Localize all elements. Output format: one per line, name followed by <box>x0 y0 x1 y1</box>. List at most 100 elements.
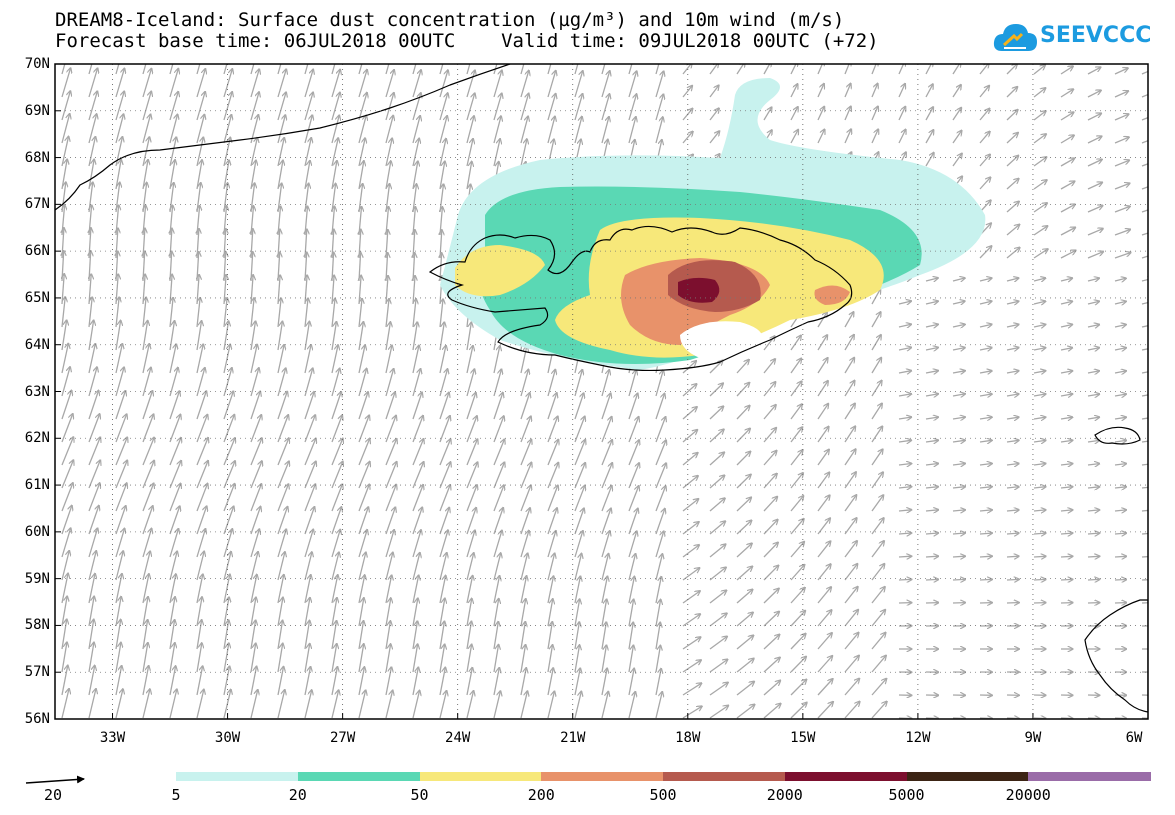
wind-vector <box>142 666 149 696</box>
wind-vector <box>196 484 208 512</box>
wind-vector <box>466 416 477 443</box>
wind-vector <box>88 297 92 328</box>
wind-vector <box>169 484 181 512</box>
wind-vector <box>61 642 67 673</box>
wind-vector <box>1060 440 1072 442</box>
wind-vector <box>898 579 911 580</box>
wind-vector <box>601 692 608 719</box>
wind-vector <box>412 508 422 535</box>
wind-vector <box>358 621 364 650</box>
lat-label: 63N <box>24 383 50 400</box>
wind-vector <box>142 529 152 558</box>
wind-vector <box>493 439 504 466</box>
wind-vector <box>871 449 883 466</box>
wind-vector <box>115 551 123 581</box>
wind-vector <box>196 529 205 558</box>
wind-vector <box>1060 464 1072 465</box>
wind-vector <box>628 486 639 512</box>
wind-vector <box>223 298 227 328</box>
wind-vector <box>1006 202 1019 213</box>
lat-label: 62N <box>24 430 50 447</box>
wind-vector <box>466 622 471 650</box>
wind-vector <box>547 668 553 696</box>
wind-vector <box>196 115 204 144</box>
wind-vector <box>1060 112 1074 121</box>
wind-vector <box>790 634 806 650</box>
wind-vector <box>736 613 753 627</box>
wind-vector <box>574 531 583 558</box>
wind-vector <box>925 533 938 534</box>
dust-concentration-field <box>440 78 986 370</box>
wind-vector <box>601 577 607 604</box>
wind-vector <box>520 485 531 512</box>
wind-vector <box>817 518 830 535</box>
lat-label: 61N <box>24 477 50 494</box>
wind-vector <box>115 461 127 489</box>
wind-vector <box>925 394 938 396</box>
wind-vector <box>304 621 310 650</box>
wind-vector <box>61 619 67 650</box>
wind-vector <box>925 278 938 281</box>
wind-vector <box>493 462 504 489</box>
wind-vector <box>979 417 992 419</box>
wind-vector <box>277 461 289 489</box>
wind-vector <box>385 369 394 397</box>
wind-vector <box>898 440 911 442</box>
wind-vector <box>142 92 151 121</box>
wind-vector <box>250 64 255 75</box>
wind-vector <box>88 689 96 719</box>
wind-vector <box>844 312 854 328</box>
wind-vector <box>628 646 633 673</box>
wind-vector <box>601 71 610 98</box>
wind-vector <box>547 692 554 719</box>
wind-vector <box>871 129 878 144</box>
wind-vector <box>439 691 447 719</box>
wind-vector <box>358 369 367 397</box>
wind-vector <box>358 439 370 466</box>
wind-vector <box>763 64 771 75</box>
wind-vector <box>88 68 98 98</box>
wind-vector <box>574 599 580 627</box>
wind-vector <box>763 543 778 558</box>
wind-vector <box>709 590 726 604</box>
wind-vector <box>142 551 150 581</box>
wind-vector <box>871 610 885 627</box>
wind-vector <box>898 84 905 98</box>
wind-vector <box>1006 179 1019 190</box>
wind-vector <box>655 394 665 420</box>
wind-vector <box>223 138 230 167</box>
wind-vector <box>790 565 804 581</box>
wind-vector <box>979 86 989 98</box>
wind-vector <box>925 556 938 557</box>
wind-vector <box>790 542 804 558</box>
wind-vector <box>790 84 798 98</box>
wind-vector <box>574 417 585 443</box>
wind-vector <box>655 463 666 489</box>
wind-vector <box>1006 464 1019 466</box>
axis-ticks <box>55 63 1149 720</box>
wind-vector <box>439 299 443 328</box>
wind-vector <box>277 69 286 98</box>
wind-vector <box>655 71 664 98</box>
wind-vector <box>628 94 637 121</box>
wind-vector <box>358 530 367 558</box>
wind-vector <box>223 552 231 581</box>
wind-vector <box>1060 204 1075 213</box>
lat-label: 68N <box>24 149 50 166</box>
wind-vector <box>223 345 230 374</box>
wind-vector <box>1114 487 1126 488</box>
wind-vector <box>1087 67 1101 75</box>
wind-vector <box>196 344 203 374</box>
lat-label: 70N <box>24 56 50 72</box>
wind-vector <box>601 509 611 535</box>
cloud-icon <box>993 24 1037 51</box>
wind-vector <box>331 64 336 75</box>
wind-vector <box>979 132 990 144</box>
wind-vector <box>1060 371 1072 373</box>
wind-vector <box>1087 325 1099 327</box>
wind-vector <box>412 439 424 466</box>
wind-vector <box>817 610 832 627</box>
wind-vector <box>898 107 905 121</box>
wind-vector <box>61 666 68 696</box>
wind-vector <box>1114 325 1126 327</box>
